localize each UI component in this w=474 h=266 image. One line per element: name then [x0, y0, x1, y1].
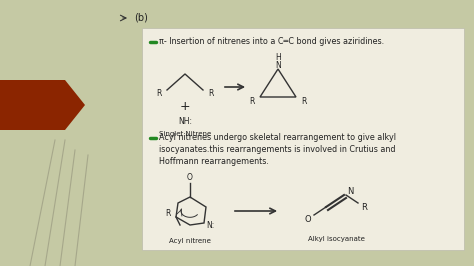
Text: Acyl nitrenes undergo skeletal rearrangement to give alkyl: Acyl nitrenes undergo skeletal rearrange… — [159, 134, 396, 143]
Text: R: R — [165, 209, 171, 218]
Text: Singlet Nitrene: Singlet Nitrene — [159, 131, 211, 137]
Text: N: N — [275, 60, 281, 69]
Polygon shape — [0, 80, 85, 130]
Text: N:: N: — [206, 221, 214, 230]
Text: (b): (b) — [134, 13, 148, 23]
Text: Hoffmann rearrangements.: Hoffmann rearrangements. — [159, 157, 269, 167]
Text: NH:: NH: — [178, 118, 192, 127]
Text: R: R — [208, 89, 214, 98]
Text: R: R — [361, 202, 367, 211]
Text: N: N — [347, 186, 353, 196]
Text: R: R — [156, 89, 162, 98]
Text: O: O — [305, 214, 311, 223]
Text: Alkyl isocyanate: Alkyl isocyanate — [308, 236, 365, 242]
Text: isocyanates.this rearrangements is involved in Crutius and: isocyanates.this rearrangements is invol… — [159, 146, 395, 155]
Text: R: R — [301, 97, 307, 106]
Text: π- Insertion of nitrenes into a C═C bond gives aziridines.: π- Insertion of nitrenes into a C═C bond… — [159, 38, 384, 47]
Text: H: H — [275, 52, 281, 61]
Text: +: + — [180, 99, 191, 113]
FancyBboxPatch shape — [142, 28, 464, 250]
Text: R: R — [249, 97, 255, 106]
Text: O: O — [187, 172, 193, 181]
Text: Acyl nitrene: Acyl nitrene — [169, 238, 211, 244]
